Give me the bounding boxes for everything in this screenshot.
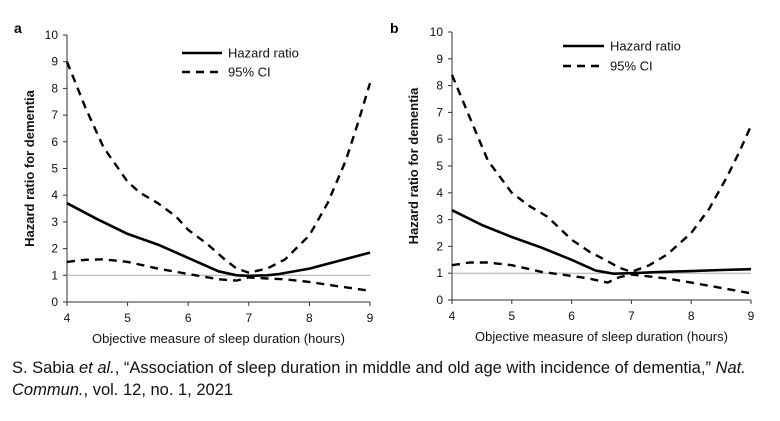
hazard-ratio-line (66, 202, 371, 278)
legend-label-hazard-ratio: Hazard ratio (228, 46, 299, 61)
y-tick-label: 1 (51, 268, 58, 282)
y-tick-label: 10 (45, 28, 59, 42)
x-tick-label: 5 (508, 309, 515, 323)
y-axis-title: Hazard ratio for dementia (406, 87, 421, 245)
x-tick-label: 4 (449, 309, 456, 323)
y-tick-label: 9 (436, 52, 443, 66)
legend: Hazard ratio 95% CI (563, 39, 681, 74)
y-axis-title: Hazard ratio for dementia (22, 89, 37, 247)
legend-label-hazard-ratio: Hazard ratio (610, 39, 681, 54)
y-tick-label: 10 (430, 25, 444, 39)
y-tick-label: 8 (436, 79, 443, 93)
chart-panel-b: b 0 1 2 3 4 5 6 7 8 9 10 4 5 6 7 8 9 Objective measure of … (390, 20, 755, 344)
x-tick-label: 5 (124, 311, 131, 325)
y-tick-label: 0 (51, 295, 58, 309)
y-tick-label: 4 (436, 186, 443, 200)
x-tick-label: 8 (688, 309, 695, 323)
y-tick-label: 2 (436, 239, 443, 253)
panel-label: b (390, 20, 399, 36)
x-tick-label: 6 (568, 309, 575, 323)
ci-line-1 (450, 74, 753, 274)
ci-line-2 (66, 258, 371, 292)
y-tick-label: 7 (436, 105, 443, 119)
x-tick-label: 9 (367, 311, 374, 325)
y-tick-label: 8 (51, 81, 58, 95)
citation-caption: S. Sabia et al., “Association of sleep d… (12, 357, 772, 401)
y-tick-label: 7 (51, 108, 58, 122)
legend-label-ci: 95% CI (610, 59, 653, 74)
y-tick-label: 6 (51, 135, 58, 149)
y-tick-label: 3 (436, 213, 443, 227)
y-tick-label: 5 (436, 159, 443, 173)
y-tick-label: 6 (436, 132, 443, 146)
y-tick-label: 9 (51, 55, 58, 69)
y-tick-label: 5 (51, 162, 58, 176)
y-tick-label: 2 (51, 242, 58, 256)
x-axis-title: Objective measure of sleep duration (hou… (475, 329, 728, 344)
hazard-ratio-line (451, 209, 752, 275)
legend-label-ci: 95% CI (228, 65, 271, 80)
y-tick-label: 0 (436, 293, 443, 307)
caption-et-al: et al. (78, 359, 115, 377)
caption-authors: S. Sabia (12, 359, 79, 377)
panel-label: a (14, 20, 22, 36)
ci-line-2 (451, 261, 752, 295)
x-tick-label: 7 (245, 311, 252, 325)
y-tick-label: 3 (51, 215, 58, 229)
ci-line-1 (65, 61, 372, 274)
caption-volume: , vol. 12, no. 1, 2021 (83, 381, 234, 399)
chart-panel-a: a 0 1 2 3 4 5 6 7 8 9 10 4 5 6 7 8 9 Objective measure of … (14, 20, 374, 346)
caption-title: , “Association of sleep duration in midd… (114, 359, 716, 377)
x-tick-label: 8 (306, 311, 313, 325)
x-axis-title: Objective measure of sleep duration (hou… (92, 331, 345, 346)
caption-journal: Nat. Commun. (12, 359, 746, 399)
x-tick-label: 4 (64, 311, 71, 325)
y-tick-label: 1 (436, 266, 443, 280)
x-tick-label: 6 (185, 311, 192, 325)
y-tick-label: 4 (51, 188, 58, 202)
x-tick-label: 9 (748, 309, 755, 323)
legend: Hazard ratio 95% CI (182, 46, 299, 80)
x-tick-label: 7 (628, 309, 635, 323)
